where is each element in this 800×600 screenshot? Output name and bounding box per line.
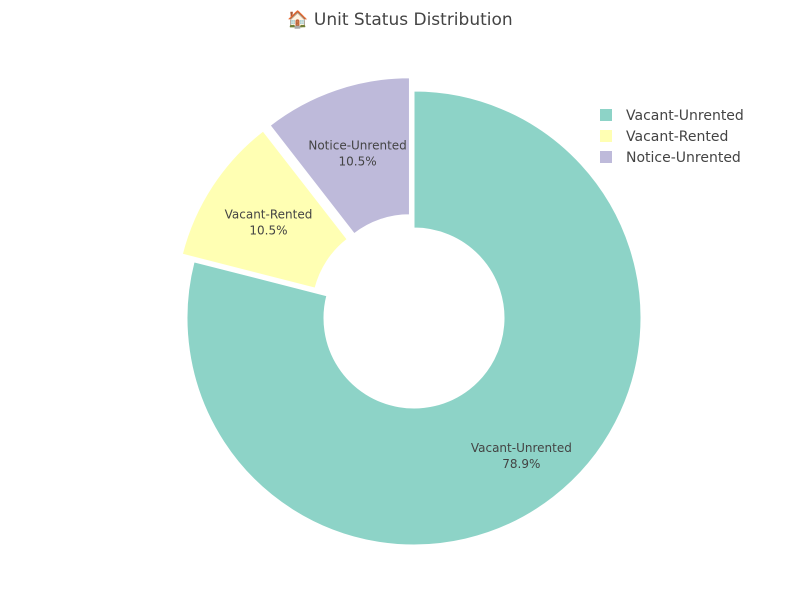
slice-labels-group: Vacant-Unrented 78.9% Vacant-Rented 10.5% No… xyxy=(225,138,572,471)
slice-vacant-unrented[interactable] xyxy=(186,90,642,546)
slice-label-vacant-unrented: Vacant-Unrented 78.9% xyxy=(471,441,572,471)
legend: Vacant-Unrented Vacant-Rented Notice-Unren… xyxy=(600,108,744,166)
slice-notice-unrented[interactable] xyxy=(269,77,410,235)
chart-title: 🏠 Unit Status Distribution xyxy=(287,10,512,30)
legend-swatch-vacant-unrented[interactable] xyxy=(600,109,612,121)
slice-vacant-rented[interactable] xyxy=(181,130,348,289)
slice-label-vacant-rented: Vacant-Rented 10.5% xyxy=(225,208,313,238)
legend-label-vacant-unrented[interactable]: Vacant-Unrented xyxy=(626,108,744,124)
legend-label-notice-unrented[interactable]: Notice-Unrented xyxy=(626,150,741,166)
legend-label-vacant-rented[interactable]: Vacant-Rented xyxy=(626,129,728,145)
legend-swatch-vacant-rented[interactable] xyxy=(600,130,612,142)
slices-group xyxy=(181,77,642,546)
legend-swatch-notice-unrented[interactable] xyxy=(600,151,612,163)
slice-label-notice-unrented: Notice-Unrented 10.5% xyxy=(308,138,406,168)
